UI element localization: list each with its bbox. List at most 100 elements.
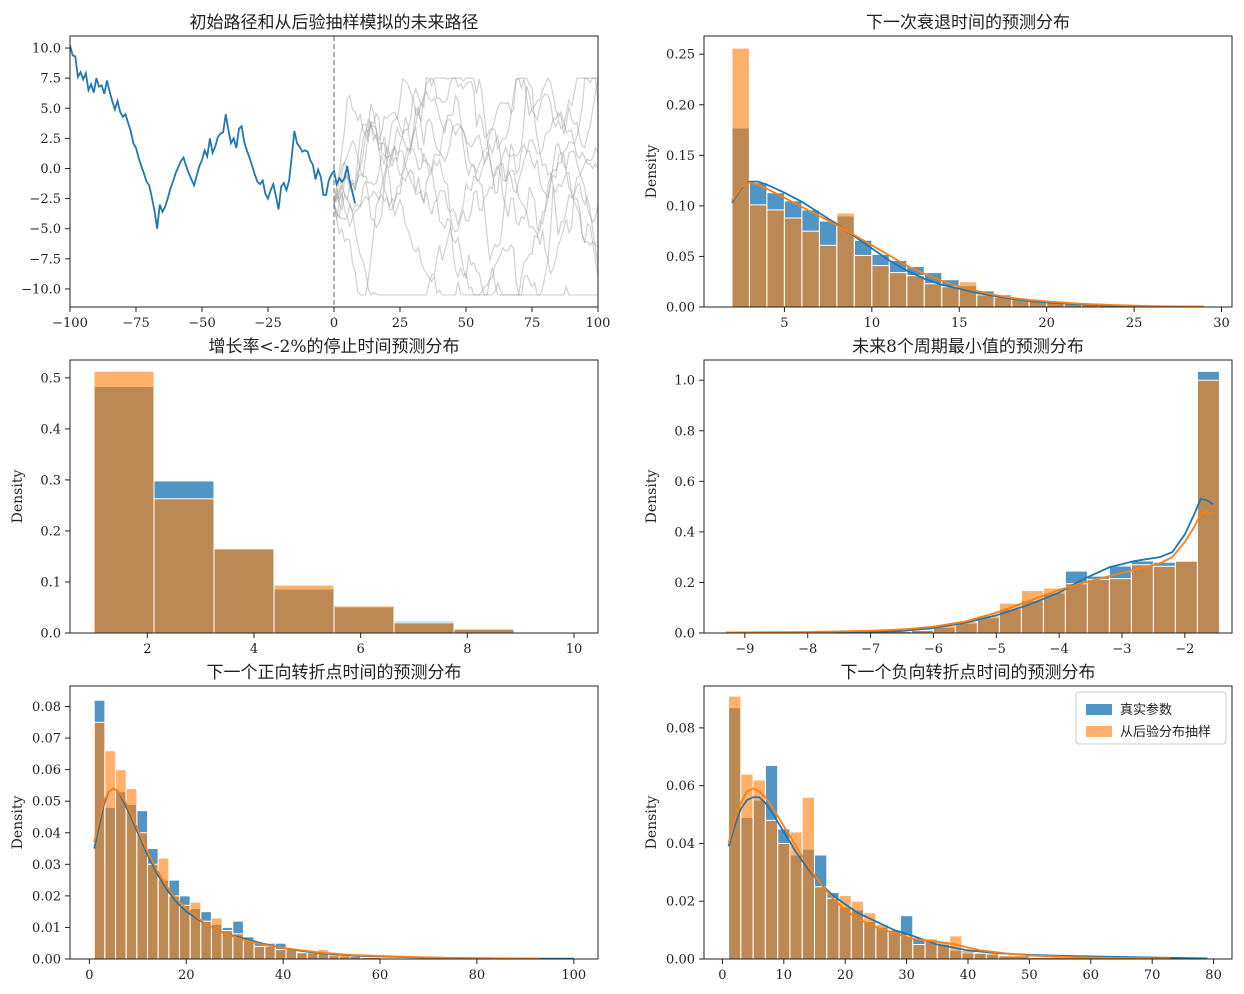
hist-bar — [764, 819, 779, 959]
hist-bar — [453, 628, 515, 633]
y-tick-label: −5.0 — [29, 222, 61, 237]
legend-swatch — [1086, 704, 1112, 715]
y-tick-label: 5.0 — [40, 102, 61, 117]
y-tick-label: 0.00 — [666, 953, 695, 968]
axes-paths: −100 −75 −50 −25 0 25 50 75 100 10.0 7.5 5.0 2.5 0.0 −… — [21, 13, 610, 331]
hist-bar — [1108, 578, 1132, 633]
hist-bar — [153, 498, 215, 633]
axes-stop: 2 4 6 8 10 0.0 0.1 0.2 0.3 0.4 0.5 增长率<-2%的停止时间预测分布… — [10, 337, 582, 657]
y-tick-label: 2.5 — [40, 132, 61, 147]
y-tick-label: 0.08 — [666, 721, 695, 736]
chart-title: 下一个负向转折点时间的预测分布 — [841, 663, 1096, 683]
hist-bar — [853, 254, 873, 307]
y-tick-label: 0.03 — [32, 858, 61, 873]
x-tick-label: 0 — [718, 968, 726, 983]
y-axis-label: Density — [10, 470, 26, 524]
y-tick-label: 0.5 — [40, 371, 61, 386]
hist-series-posterior — [728, 695, 1172, 959]
y-tick-label: 0.07 — [32, 732, 61, 747]
hist-bar — [958, 281, 978, 307]
y-tick-label: 0.08 — [32, 700, 61, 715]
y-tick-label: 0.0 — [40, 162, 61, 177]
hist-bar — [393, 622, 455, 633]
future-path-line — [333, 77, 598, 204]
x-tick-label: 2 — [143, 642, 151, 657]
y-tick-label: 0.4 — [40, 422, 61, 437]
plot-frame-pos_turn — [69, 685, 599, 960]
kde-line-true-params — [731, 180, 1205, 307]
x-tick-label: 30 — [1213, 316, 1230, 331]
y-tick-label: 10.0 — [32, 42, 61, 57]
y-tick-label: 0.05 — [32, 795, 61, 810]
hist-bar — [923, 283, 943, 307]
y-tick-label: 0.2 — [40, 524, 61, 539]
hist-bar — [777, 842, 791, 959]
x-tick-label: 20 — [1038, 316, 1055, 331]
x-tick-label: 25 — [1126, 316, 1143, 331]
chart-title: 下一次衰退时间的预测分布 — [866, 13, 1070, 33]
hist-bar — [274, 949, 287, 959]
x-tick-label: 5 — [780, 316, 788, 331]
x-tick-label: 4 — [250, 642, 258, 657]
hist-bar — [985, 952, 1000, 959]
hist-bar — [306, 952, 319, 959]
x-tick-label: 100 — [561, 968, 586, 983]
kde-line-posterior — [727, 787, 1171, 959]
y-tick-label: 0.00 — [32, 953, 61, 968]
y-axis-label: Density — [10, 796, 26, 850]
hist-bar — [189, 901, 202, 959]
x-tick-label: −25 — [254, 316, 281, 331]
x-tick-label: 50 — [1021, 968, 1038, 983]
future-path-line — [333, 105, 598, 276]
y-tick-label: 0.10 — [666, 199, 695, 214]
x-tick-label: 70 — [1144, 968, 1161, 983]
x-tick-label: 80 — [1205, 968, 1222, 983]
plot-frame-min8 — [703, 359, 1233, 634]
x-tick-label: −9 — [735, 642, 754, 657]
y-tick-label: −7.5 — [29, 252, 61, 267]
x-tick-label: 10 — [566, 642, 583, 657]
hist-bar — [285, 949, 298, 959]
x-tick-label: 10 — [776, 968, 793, 983]
legend-box — [1075, 691, 1227, 745]
future-path-line — [333, 124, 598, 296]
y-tick-label: 0.1 — [40, 575, 61, 590]
hist-bar — [253, 945, 266, 959]
y-tick-label: 0.15 — [666, 149, 695, 164]
x-tick-label: 6 — [357, 642, 365, 657]
x-tick-label: −7 — [861, 642, 880, 657]
hist-bar — [93, 370, 155, 633]
hist-bar — [912, 944, 926, 959]
hist-bar — [213, 548, 275, 633]
axes-neg_turn: 0 10 20 30 40 50 60 70 80 0.00 0.02 0.04 0.06 0.08 下一个… — [644, 663, 1222, 983]
x-tick-label: 40 — [960, 968, 977, 983]
y-tick-label: 1.0 — [674, 374, 695, 389]
hist-bar — [783, 217, 803, 307]
y-tick-label: 7.5 — [40, 72, 61, 87]
x-tick-label: 8 — [463, 642, 471, 657]
hist-bar — [333, 605, 395, 633]
future-path-line — [333, 76, 598, 204]
hist-bar — [210, 917, 223, 959]
future-path-line — [333, 126, 598, 267]
hist-bar — [818, 244, 838, 307]
axes-recession: 5 10 15 20 25 30 0.00 0.05 0.10 0.15 0.20 0.25 下一次衰退… — [644, 13, 1230, 331]
hist-bar — [871, 265, 890, 307]
hist-bar — [273, 584, 335, 633]
y-axis-label: Density — [644, 796, 660, 850]
hist-bar — [888, 272, 908, 307]
hist-bar — [973, 952, 987, 959]
x-tick-label: 100 — [586, 316, 611, 331]
y-tick-label: 0.25 — [666, 48, 695, 63]
x-tick-label: −4 — [1050, 642, 1069, 657]
future-path-line — [333, 90, 598, 224]
x-tick-label: −100 — [52, 316, 88, 331]
kde-line-posterior — [93, 787, 540, 959]
axes-pos_turn: 0 20 40 60 80 100 0.00 0.01 0.02 0.03 0.04 0.05 0.06… — [10, 663, 586, 983]
x-tick-label: 50 — [458, 316, 475, 331]
y-tick-label: 0.02 — [32, 889, 61, 904]
x-tick-label: −6 — [924, 642, 943, 657]
y-tick-label: 0.3 — [40, 473, 61, 488]
